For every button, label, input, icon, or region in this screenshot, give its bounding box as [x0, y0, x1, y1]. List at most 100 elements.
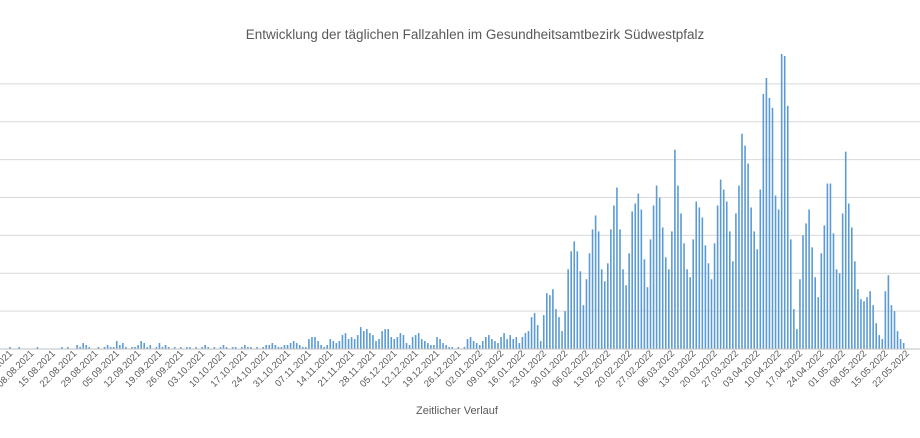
bar: [305, 347, 307, 349]
bar: [542, 315, 545, 349]
bar: [433, 345, 435, 349]
bar: [79, 347, 81, 349]
bar: [732, 261, 734, 349]
bar: [582, 305, 585, 349]
gridlines: [0, 83, 920, 312]
bar: [884, 291, 887, 349]
bar: [244, 345, 246, 349]
bar: [497, 343, 499, 349]
bar: [686, 269, 688, 349]
bar: [637, 193, 640, 349]
bar: [250, 347, 252, 349]
bar: [576, 251, 579, 349]
bar: [515, 337, 518, 349]
bar: [704, 245, 707, 349]
bar: [616, 187, 618, 349]
bar: [173, 347, 176, 349]
bar: [878, 335, 881, 349]
bar: [18, 347, 20, 349]
bar: [149, 345, 152, 349]
x-axis-label: Zeitlicher Verlauf: [416, 405, 499, 417]
bar: [793, 309, 795, 349]
bar: [503, 333, 505, 349]
bar: [838, 273, 841, 349]
bar: [308, 339, 310, 349]
bar: [521, 337, 524, 349]
bar: [771, 107, 774, 349]
bar: [506, 339, 508, 349]
bar: [131, 347, 133, 349]
bar: [817, 297, 820, 349]
bar: [436, 337, 438, 349]
bar: [286, 345, 289, 349]
bar: [799, 279, 801, 349]
bar: [347, 339, 350, 349]
bar: [603, 281, 606, 349]
bar: [735, 213, 737, 349]
bar: [201, 347, 203, 349]
bar: [863, 301, 865, 349]
bar: [9, 347, 11, 349]
bar: [146, 347, 149, 349]
bar: [424, 341, 426, 349]
bar: [442, 343, 444, 349]
bar: [491, 339, 493, 349]
bar: [765, 77, 768, 349]
bar: [356, 335, 359, 349]
bar: [847, 203, 850, 349]
bar: [552, 289, 554, 349]
bar: [271, 343, 274, 349]
bar: [241, 347, 243, 349]
bar: [738, 185, 740, 349]
bar: [112, 347, 115, 349]
bar: [750, 207, 752, 349]
bar: [570, 251, 572, 349]
bar: [796, 329, 798, 349]
bar: [158, 343, 161, 349]
bar: [122, 343, 124, 349]
bar: [115, 341, 118, 349]
bar: [631, 211, 633, 349]
bar: [494, 341, 496, 349]
bar: [134, 347, 136, 349]
bar: [427, 343, 429, 349]
bar: [518, 343, 521, 349]
bar: [524, 333, 527, 349]
bar: [899, 339, 902, 349]
bar: [539, 341, 542, 349]
bar: [335, 343, 338, 349]
bar: [613, 205, 615, 349]
bar: [841, 213, 844, 349]
bar: [619, 229, 621, 349]
bar: [387, 329, 389, 349]
bar: [317, 341, 319, 349]
bar: [652, 205, 655, 349]
bar: [466, 339, 469, 349]
bar: [756, 249, 759, 349]
bar: [381, 331, 383, 349]
bar: [713, 243, 716, 349]
bar: [634, 203, 637, 349]
bar: [530, 317, 533, 349]
bar: [597, 231, 600, 349]
bar: [722, 189, 725, 349]
bar: [628, 253, 630, 349]
bar: [820, 253, 823, 349]
bar: [195, 347, 197, 349]
bar: [692, 239, 694, 349]
bar: [564, 311, 566, 349]
bar: [890, 305, 893, 349]
bar: [783, 55, 786, 349]
bar: [643, 259, 646, 349]
bar: [119, 345, 121, 349]
bar: [219, 347, 222, 349]
bar: [234, 347, 237, 349]
bar: [823, 225, 826, 349]
bar: [82, 343, 84, 349]
bar: [97, 347, 100, 349]
bar: [573, 241, 576, 349]
bars: [9, 53, 905, 350]
bar: [677, 185, 679, 349]
bar: [265, 345, 267, 349]
